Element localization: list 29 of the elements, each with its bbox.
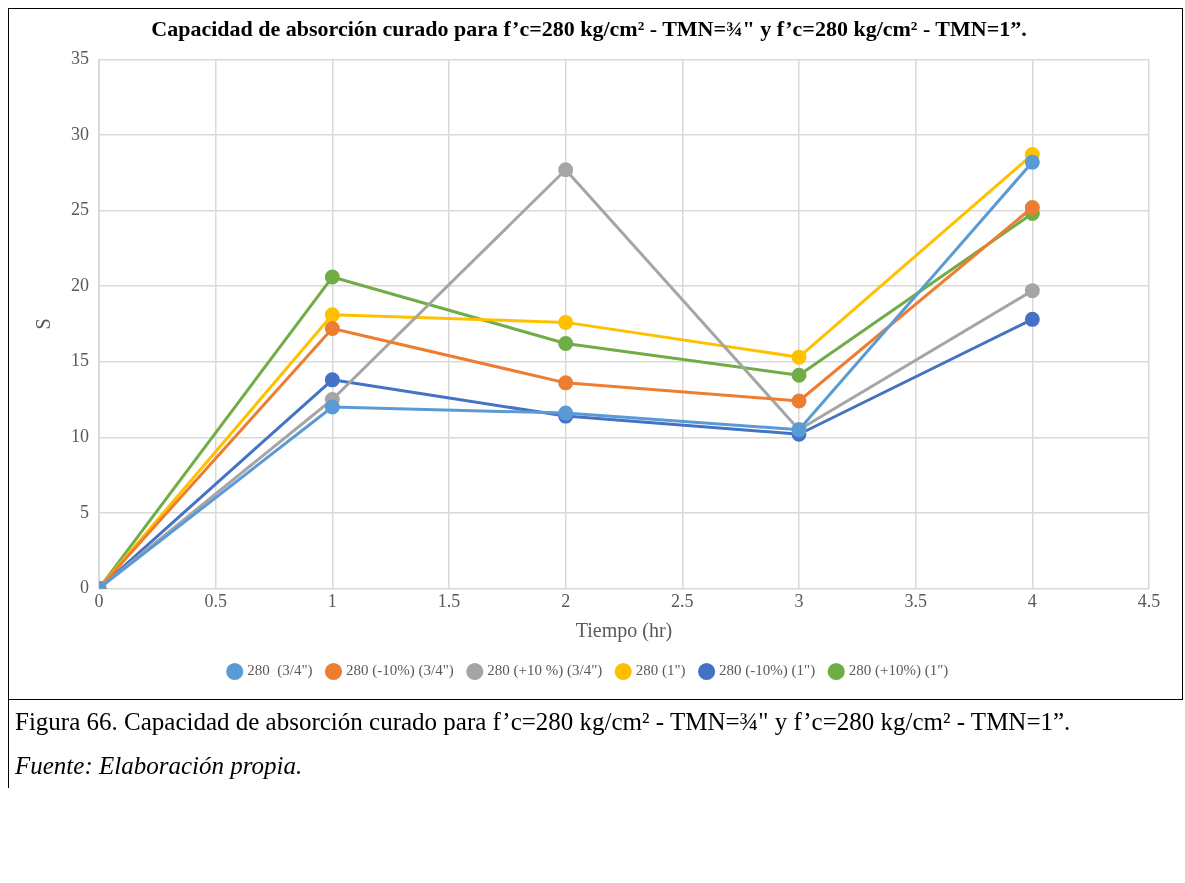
chart-title: Capacidad de absorción curado para f’c=280 kg/cm² - TMN=¾" y f’c=280 kg/cm² - TMN=1”.	[151, 15, 1027, 41]
legend-label: 280 (1")	[635, 662, 686, 680]
legend-label: 280 (+10%) (1")	[848, 662, 949, 680]
x-tick-label: 3	[794, 590, 804, 611]
y-tick-label: 30	[71, 123, 89, 144]
x-tick-label: 1.5	[437, 590, 461, 611]
x-tick-label: 3.5	[904, 590, 927, 611]
legend-label: 280 (-10%) (3/4")	[346, 662, 454, 680]
x-tick-label: 0	[94, 590, 104, 611]
y-tick-label: 5	[80, 501, 89, 522]
x-tick-label: 4	[1027, 590, 1037, 611]
y-tick-label: 15	[71, 350, 89, 371]
y-tick-label: 35	[71, 48, 89, 69]
y-tick-label: 10	[71, 425, 89, 446]
legend-label: 280 (+10 %) (3/4")	[487, 662, 603, 680]
y-axis-title: S	[32, 318, 55, 330]
legend-label: 280 (-10%) (1")	[719, 662, 816, 680]
source-note: Fuente: Elaboración propia.	[15, 751, 304, 781]
y-tick-label: 0	[80, 577, 89, 598]
legend-label: 280 (3/4")	[247, 662, 313, 680]
x-tick-label: 0.5	[204, 590, 227, 611]
x-tick-label: 4.5	[1137, 590, 1161, 611]
y-tick-label: 20	[71, 274, 89, 295]
x-tick-label: 1	[327, 590, 337, 611]
x-axis-title: Tiempo (hr)	[575, 619, 673, 643]
y-tick-label: 25	[71, 199, 89, 220]
text: Figura 66. Capacidad de absorción curado para f’c=280 kg/cm² - TMN=¾" y f’c=280 kg/cm² - TMN=1”.	[15, 707, 1072, 737]
x-tick-label: 2	[561, 590, 571, 611]
x-tick-label: 2.5	[671, 590, 694, 611]
